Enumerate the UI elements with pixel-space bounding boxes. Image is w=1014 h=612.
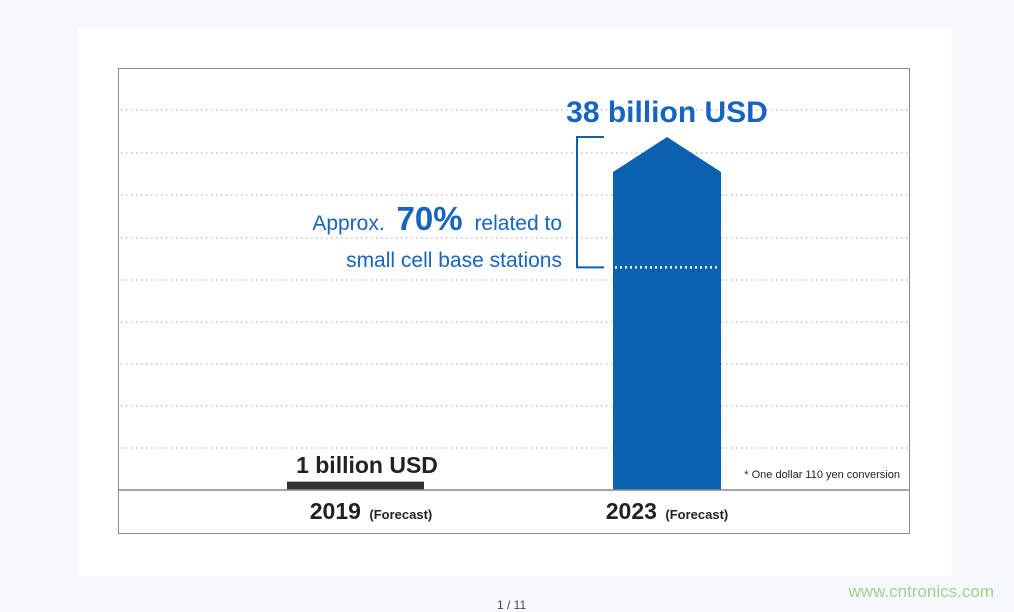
annotation-prefix: Approx. — [312, 212, 384, 235]
annotation-line-2: small cell base stations — [346, 249, 562, 272]
slide-card — [78, 28, 952, 576]
page-indicator: 1 / 11 — [497, 598, 527, 612]
bar-2019 — [287, 481, 424, 490]
grid-lines — [121, 109, 908, 449]
annotation-suffix: related to — [474, 212, 562, 235]
data-label-2023: 38 billion USD — [566, 96, 768, 129]
x-tick-2023: 2023 (Forecast) — [606, 498, 728, 524]
annotation-line-1: Approx. 70% related to — [312, 200, 562, 237]
watermark: www.cntronics.com — [848, 582, 994, 601]
share-bracket — [576, 136, 604, 269]
bar-2023 — [613, 137, 721, 490]
footnote: * One dollar 110 yen conversion — [744, 469, 900, 481]
chart-frame — [118, 68, 910, 534]
data-label-2019: 1 billion USD — [296, 452, 438, 478]
x-tick-2019: 2019 (Forecast) — [310, 498, 432, 524]
annotation-percent: 70% — [397, 200, 463, 237]
